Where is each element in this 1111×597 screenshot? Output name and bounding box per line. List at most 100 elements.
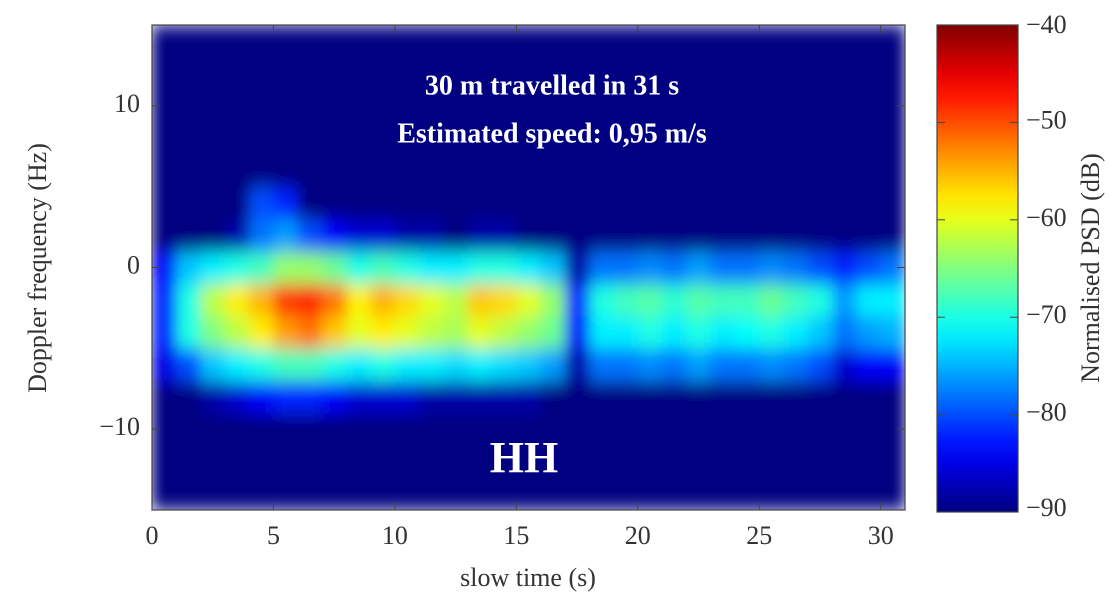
annotation: 30 m travelled in 31 s	[425, 70, 679, 101]
heatmap-cell	[589, 413, 615, 446]
heatmap-cell	[492, 283, 517, 317]
heatmap-cell	[686, 316, 712, 349]
heatmap-cell	[443, 219, 469, 252]
heatmap-cell	[807, 186, 833, 220]
heatmap-cell	[467, 89, 493, 123]
heatmap-cell	[880, 283, 905, 317]
heatmap-cell	[589, 348, 615, 382]
heatmap-cell	[832, 380, 857, 414]
heatmap-cell	[856, 186, 882, 220]
heatmap-cell	[832, 219, 857, 252]
heatmap-cell	[807, 445, 833, 479]
heatmap-cell	[322, 413, 347, 446]
heatmap-cell	[589, 477, 615, 510]
heatmap-cell	[224, 186, 250, 220]
heatmap-cell	[783, 219, 809, 252]
heatmap-cell	[589, 283, 615, 317]
heatmap-cell	[346, 219, 372, 252]
heatmap-cell	[370, 316, 396, 349]
heatmap-cell	[297, 283, 323, 317]
heatmap-cell	[443, 57, 469, 91]
heatmap-cell	[176, 251, 202, 285]
heatmap-cell	[370, 89, 396, 123]
heatmap-cell	[710, 89, 736, 123]
heatmap-cell	[613, 316, 639, 349]
heatmap-cell	[589, 219, 615, 252]
heatmap-cell	[637, 283, 663, 317]
heatmap-cell	[662, 316, 687, 349]
heatmap-cell	[686, 186, 712, 220]
heatmap-cell	[346, 283, 372, 317]
heatmap-cell	[152, 57, 177, 91]
heatmap-cell	[443, 283, 469, 317]
heatmap-cell	[200, 413, 226, 446]
heatmap-cell	[200, 380, 226, 414]
heatmap-cell	[492, 477, 517, 510]
heatmap-cell	[589, 89, 615, 123]
x-tick-label: 25	[746, 521, 772, 550]
heatmap-cell	[856, 380, 882, 414]
heatmap-cell	[394, 413, 420, 446]
heatmap-cell	[176, 316, 202, 349]
heatmap-cell	[516, 25, 542, 58]
heatmap-cell	[346, 348, 372, 382]
heatmap-cell	[662, 445, 687, 479]
heatmap-cell	[637, 89, 663, 123]
heatmap-cell	[200, 25, 226, 58]
heatmap-cell	[467, 477, 493, 510]
heatmap-cell	[249, 219, 274, 252]
heatmap-cell	[856, 89, 882, 123]
heatmap-cell	[297, 251, 323, 285]
heatmap-cell	[419, 122, 444, 155]
heatmap-cell	[734, 413, 760, 446]
heatmap-cell	[467, 154, 493, 188]
heatmap-cell	[273, 413, 299, 446]
heatmap-cell	[273, 89, 299, 123]
heatmap-cell	[613, 219, 639, 252]
heatmap-cell	[492, 380, 517, 414]
heatmap-cell	[443, 122, 469, 155]
heatmap-cell	[564, 154, 590, 188]
heatmap-cell	[370, 477, 396, 510]
heatmap-cell	[856, 348, 882, 382]
heatmap-cell	[564, 477, 590, 510]
heatmap-cell	[492, 25, 517, 58]
heatmap-cell	[370, 445, 396, 479]
heatmap-cell	[564, 25, 590, 58]
heatmap-cell	[346, 316, 372, 349]
heatmap-cell	[564, 251, 590, 285]
heatmap-cell	[662, 89, 687, 123]
heatmap-cell	[832, 445, 857, 479]
heatmap-cell	[880, 445, 905, 479]
x-tick-label: 10	[382, 521, 408, 550]
heatmap-cell	[273, 25, 299, 58]
heatmap-cell	[832, 251, 857, 285]
heatmap-cell	[710, 186, 736, 220]
heatmap-cell	[662, 219, 687, 252]
heatmap-cell	[176, 413, 202, 446]
heatmap-cell	[273, 186, 299, 220]
heatmap-cell	[686, 477, 712, 510]
heatmap-cell	[467, 122, 493, 155]
heatmap-cell	[710, 154, 736, 188]
colorbar-tick-label: −80	[1026, 398, 1067, 427]
heatmap-cell	[419, 477, 444, 510]
heatmap-cell	[734, 348, 760, 382]
heatmap-cell	[710, 477, 736, 510]
heatmap-cell	[564, 57, 590, 91]
heatmap-cell	[370, 154, 396, 188]
heatmap-cell	[249, 316, 274, 349]
heatmap-cell	[394, 445, 420, 479]
heatmap-cell	[516, 57, 542, 91]
heatmap-cell	[152, 445, 177, 479]
heatmap-cell	[807, 219, 833, 252]
heatmap-cell	[734, 316, 760, 349]
heatmap-cell	[322, 477, 347, 510]
heatmap-cell	[443, 25, 469, 58]
heatmap-cell	[322, 316, 347, 349]
heatmap-cell	[419, 316, 444, 349]
heatmap-cell	[492, 57, 517, 91]
heatmap-cell	[880, 25, 905, 58]
heatmap-cell	[662, 380, 687, 414]
